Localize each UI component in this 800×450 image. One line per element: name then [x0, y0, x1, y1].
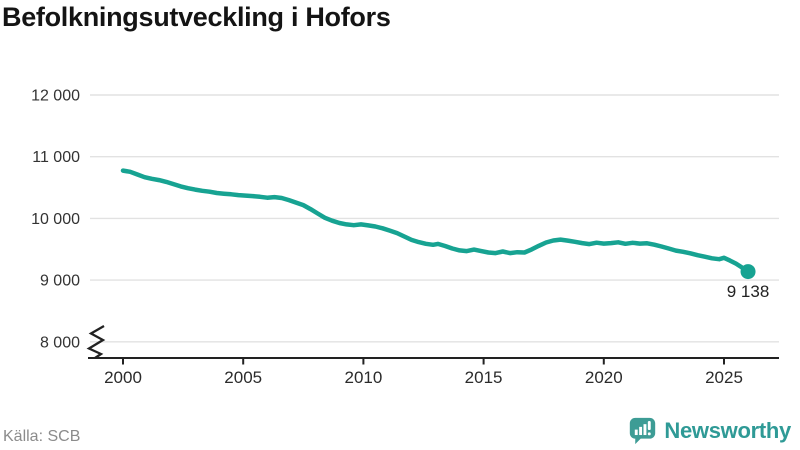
x-tick-label: 2010 [344, 368, 382, 387]
newsworthy-logo[interactable]: Newsworthy [628, 416, 791, 445]
x-tick-label: 2005 [224, 368, 262, 387]
population-line [120, 168, 751, 274]
y-tick-label: 9 000 [40, 273, 80, 290]
chart-title: Befolkningsutveckling i Hofors [2, 2, 391, 32]
x-tick-label: 2025 [705, 368, 743, 387]
y-tick-label: 12 000 [31, 88, 80, 105]
y-tick-label: 11 000 [32, 149, 80, 166]
source-note: Källa: SCB [3, 428, 81, 445]
population-line-chart: 12 000 11 000 10 000 9 000 8 000 2000 2005 2010… [31, 88, 779, 387]
x-tick-label: 2015 [465, 368, 503, 387]
last-value-label: 9 138 [726, 282, 770, 301]
axis-break-icon [86, 325, 106, 359]
newsworthy-wordmark: Newsworthy [664, 417, 791, 443]
x-tick-label: 2020 [585, 368, 623, 387]
y-tick-label: 10 000 [31, 211, 80, 228]
x-tick-label: 2000 [104, 368, 142, 387]
end-point-marker [740, 264, 756, 280]
y-tick-label: 8 000 [40, 334, 80, 351]
newsworthy-bars-icon [630, 417, 656, 445]
